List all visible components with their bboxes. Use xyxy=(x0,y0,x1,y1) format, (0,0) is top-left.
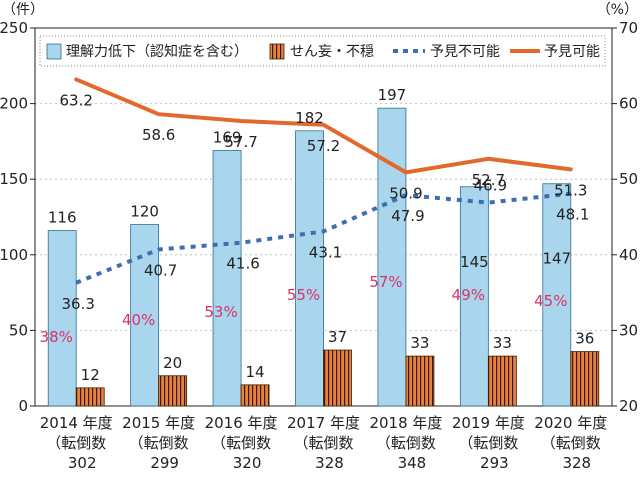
bar-cognitive-label: 169 xyxy=(213,128,242,146)
x-total-label: 348 xyxy=(398,454,427,472)
y-left-tick-label: 50 xyxy=(9,321,28,339)
bar-delirium-label: 37 xyxy=(328,328,347,346)
line-predictable-label: 57.2 xyxy=(307,137,340,155)
bar-delirium xyxy=(570,351,600,407)
y-left-tick-label: 250 xyxy=(0,19,28,37)
bar-delirium-label: 12 xyxy=(81,366,100,384)
y-right-tick-label: 60 xyxy=(619,95,638,113)
legend-label-predictable: 予見可能 xyxy=(544,44,600,60)
bar-cognitive xyxy=(130,224,160,407)
percent-label: 45% xyxy=(534,292,567,310)
x-total-label: 293 xyxy=(480,454,509,472)
x-category-label: 2020 年度 xyxy=(534,414,607,432)
bar-cognitive xyxy=(212,150,242,407)
bar-delirium xyxy=(240,384,270,407)
bar-cognitive-label: 120 xyxy=(130,203,159,221)
line-unpredictable-label: 47.9 xyxy=(391,207,424,225)
bar-cognitive-label: 116 xyxy=(48,209,77,227)
x-sublabel: （転倒数 xyxy=(293,434,353,452)
x-category-label: 2019 年度 xyxy=(452,414,525,432)
x-sublabel: （転倒数 xyxy=(46,434,106,452)
line-predictable-label: 63.2 xyxy=(60,91,93,109)
x-total-label: 320 xyxy=(233,454,262,472)
line-unpredictable-label: 48.1 xyxy=(556,206,589,224)
legend-label-unpredictable: 予見不可能 xyxy=(430,44,500,60)
y-left-tick-label: 100 xyxy=(0,246,28,264)
y-left-tick-label: 0 xyxy=(18,397,28,415)
line-predictable-label: 51.3 xyxy=(554,181,587,199)
bar-delirium-label: 20 xyxy=(163,354,182,372)
bar-delirium xyxy=(487,355,517,407)
line-unpredictable-label: 41.6 xyxy=(226,255,259,273)
x-total-label: 328 xyxy=(315,454,344,472)
percent-label: 40% xyxy=(122,311,155,329)
x-category-label: 2016 年度 xyxy=(205,414,278,432)
bar-delirium xyxy=(405,355,435,407)
legend-swatch-cognitive xyxy=(46,43,62,60)
bar-delirium-label: 36 xyxy=(575,330,594,348)
legend-label-delirium: せん妄・不穏 xyxy=(290,44,374,60)
x-total-label: 299 xyxy=(150,454,179,472)
line-predictable xyxy=(74,77,573,175)
line-unpredictable xyxy=(75,191,572,285)
bar-delirium-label: 14 xyxy=(246,363,265,381)
bar-delirium-label: 33 xyxy=(493,334,512,352)
y-left-unit: （件） xyxy=(2,2,44,18)
y-right-tick-label: 50 xyxy=(619,170,638,188)
bar-delirium xyxy=(323,349,352,407)
x-sublabel: （転倒数 xyxy=(211,434,271,452)
y-right-tick-label: 40 xyxy=(619,246,638,264)
line-unpredictable-label: 46.9 xyxy=(474,177,507,195)
y-left-tick-label: 200 xyxy=(0,95,28,113)
bar-cognitive-label: 145 xyxy=(460,253,489,271)
line-unpredictable-label: 40.7 xyxy=(144,262,177,280)
y-right-tick-label: 70 xyxy=(619,19,638,37)
y-right-tick-label: 30 xyxy=(619,321,638,339)
x-total-label: 328 xyxy=(562,454,591,472)
bar-cognitive xyxy=(295,130,324,407)
bar-cognitive-label: 147 xyxy=(542,250,571,268)
line-predictable-label: 52.7 xyxy=(472,171,505,189)
line-predictable-label: 57.7 xyxy=(224,133,257,151)
percent-label: 49% xyxy=(452,286,485,304)
percent-label: 38% xyxy=(40,328,73,346)
y-right-unit: （%） xyxy=(597,2,638,18)
bar-delirium-label: 33 xyxy=(410,334,429,352)
x-sublabel: （転倒数 xyxy=(376,434,436,452)
x-category-label: 2017 年度 xyxy=(287,414,360,432)
line-predictable-label: 58.6 xyxy=(142,126,175,144)
bar-cognitive xyxy=(542,183,572,407)
x-sublabel: （転倒数 xyxy=(541,434,601,452)
bar-cognitive-label: 182 xyxy=(295,109,324,127)
bar-cognitive xyxy=(377,107,407,407)
line-unpredictable-label: 36.3 xyxy=(62,295,95,313)
percent-label: 53% xyxy=(204,303,237,321)
bar-delirium xyxy=(75,387,105,407)
x-category-label: 2018 年度 xyxy=(369,414,442,432)
bar-cognitive xyxy=(459,186,489,407)
x-category-label: 2015 年度 xyxy=(122,414,195,432)
bar-delirium xyxy=(158,375,188,407)
bar-cognitive-label: 197 xyxy=(378,86,407,104)
line-unpredictable-label: 43.1 xyxy=(309,243,342,261)
x-sublabel: （転倒数 xyxy=(129,434,189,452)
legend-swatch-delirium xyxy=(269,43,285,60)
percent-label: 55% xyxy=(287,286,320,304)
y-right-tick-label: 20 xyxy=(619,397,638,415)
y-left-tick-label: 150 xyxy=(0,170,28,188)
x-sublabel: （転倒数 xyxy=(458,434,518,452)
x-category-label: 2014 年度 xyxy=(40,414,113,432)
x-total-label: 302 xyxy=(68,454,97,472)
percent-label: 57% xyxy=(369,273,402,291)
line-predictable-label: 50.9 xyxy=(389,184,422,202)
bar-cognitive xyxy=(47,230,77,407)
legend-label-cognitive: 理解力低下（認知症を含む） xyxy=(66,43,248,60)
